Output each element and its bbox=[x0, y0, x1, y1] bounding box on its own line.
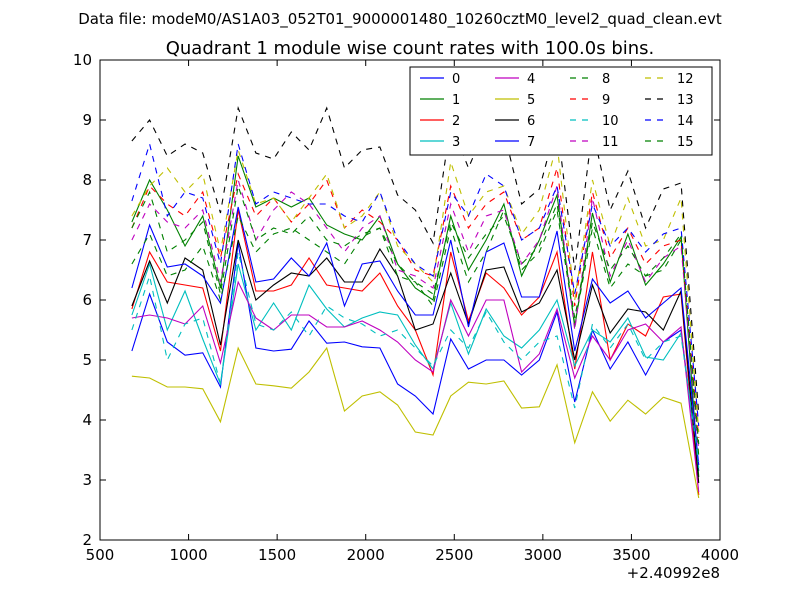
series-line-1 bbox=[131, 155, 700, 478]
x-tick-label: 1500 bbox=[258, 546, 296, 564]
series-line-14 bbox=[131, 141, 700, 427]
y-tick-label: 10 bbox=[73, 51, 92, 69]
legend-label-13: 13 bbox=[677, 93, 694, 108]
legend-label-7: 7 bbox=[527, 135, 535, 150]
series-line-5 bbox=[131, 346, 700, 499]
legend-label-6: 6 bbox=[527, 114, 535, 129]
legend-label-0: 0 bbox=[452, 72, 460, 87]
series-layer bbox=[131, 105, 700, 499]
x-tick-label: 2500 bbox=[435, 546, 473, 564]
legend-label-2: 2 bbox=[452, 114, 460, 129]
x-tick-label: 2000 bbox=[347, 546, 385, 564]
x-tick-label: 500 bbox=[86, 546, 115, 564]
legend-label-12: 12 bbox=[677, 72, 694, 87]
y-tick-label: 4 bbox=[82, 411, 92, 429]
legend-label-3: 3 bbox=[452, 135, 460, 150]
y-tick-label: 2 bbox=[82, 531, 92, 549]
legend-label-4: 4 bbox=[527, 72, 535, 87]
legend-label-15: 15 bbox=[677, 135, 694, 150]
y-tick-label: 3 bbox=[82, 471, 92, 489]
y-tick-label: 9 bbox=[82, 111, 92, 129]
x-tick-label: 3000 bbox=[524, 546, 562, 564]
series-line-6 bbox=[131, 239, 700, 484]
x-offset-label: +2.40992e8 bbox=[627, 564, 720, 582]
series-line-7 bbox=[131, 206, 700, 466]
series-line-12 bbox=[131, 143, 700, 433]
x-tick-label: 4000 bbox=[701, 546, 739, 564]
series-line-8 bbox=[131, 208, 700, 457]
legend-label-11: 11 bbox=[602, 135, 619, 150]
series-line-11 bbox=[131, 179, 700, 451]
legend-label-14: 14 bbox=[677, 114, 694, 129]
data-file-suptitle: Data file: modeM0/AS1A03_052T01_90000014… bbox=[78, 10, 722, 29]
series-line-15 bbox=[131, 185, 700, 445]
legend-label-10: 10 bbox=[602, 114, 619, 129]
y-tick-label: 6 bbox=[82, 291, 92, 309]
y-tick-label: 5 bbox=[82, 351, 92, 369]
x-tick-label: 3500 bbox=[612, 546, 650, 564]
legend-frame bbox=[409, 66, 713, 156]
series-line-3 bbox=[131, 262, 700, 469]
series-line-4 bbox=[131, 280, 700, 493]
plot-area: 500 1000 1500 2000 2500 3000 3500 4000 2 3 4 5 6 7 8 9 1… bbox=[73, 51, 739, 564]
ticks-layer: 500 1000 1500 2000 2500 3000 3500 4000 2 3 4 5 6 7 8 9 1… bbox=[73, 51, 739, 564]
legend-label-1: 1 bbox=[452, 93, 460, 108]
series-line-9 bbox=[131, 167, 700, 439]
chart-title: Quadrant 1 module wise count rates with … bbox=[166, 38, 655, 59]
x-tick-label: 1000 bbox=[169, 546, 207, 564]
legend-label-5: 5 bbox=[527, 93, 535, 108]
y-tick-label: 8 bbox=[82, 171, 92, 189]
y-tick-label: 7 bbox=[82, 231, 92, 249]
series-line-0 bbox=[131, 242, 700, 472]
series-line-10 bbox=[131, 251, 700, 463]
legend-label-9: 9 bbox=[602, 93, 610, 108]
series-line-13 bbox=[131, 105, 700, 415]
legend-label-8: 8 bbox=[602, 72, 610, 87]
